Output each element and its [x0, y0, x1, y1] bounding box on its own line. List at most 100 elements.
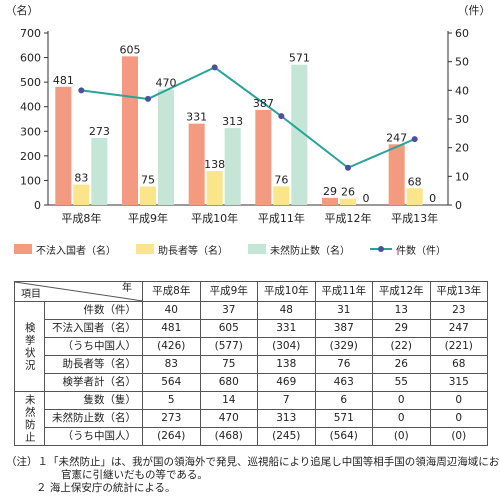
table-cell: 331	[257, 319, 316, 338]
line-point-cases	[211, 64, 218, 71]
data-label-illegal-entrants: 481	[53, 74, 74, 87]
right-tick-label: 0	[455, 199, 462, 212]
table-cell: 0	[372, 391, 431, 410]
header-year-1: 平成9年	[199, 281, 258, 302]
line-cases	[81, 66, 416, 169]
chart-axes: 0 100 200 300 400 500 600 700 0 10 20 30 40 50 60 （名） （件…	[6, 3, 491, 225]
header-year-0: 平成8年	[142, 281, 201, 302]
bar-prevented	[291, 64, 308, 205]
left-tick-label: 100	[20, 174, 41, 187]
table-cell: (564)	[314, 427, 373, 446]
left-tick-label: 400	[20, 101, 41, 114]
data-table: 年 項目 平成8年 平成9年 平成10年 平成11年 平成12年 平成13年 検…	[14, 281, 488, 446]
data-label-prevented: 0	[429, 192, 436, 205]
right-tick-label: 40	[455, 84, 469, 97]
legend-label-illegal-entrants: 不法入国者（名）	[36, 245, 116, 257]
left-tick-label: 700	[20, 27, 41, 40]
table-cell: 75	[199, 355, 258, 374]
table-cell: 313	[257, 409, 316, 428]
table-cell: 31	[314, 301, 373, 320]
row-label: 隻数（隻）	[44, 391, 143, 410]
left-tick-label: 200	[20, 150, 41, 163]
table-cell: 605	[199, 319, 258, 338]
table-cell: 247	[429, 319, 488, 338]
bar-illegal-entrants	[255, 109, 272, 205]
bar-accomplices	[140, 186, 156, 205]
table-cell: (577)	[199, 337, 258, 356]
x-tick-label: 平成8年	[61, 211, 101, 225]
table-cell: (22)	[372, 337, 431, 356]
data-label-accomplices: 68	[408, 175, 422, 188]
table-cell: (221)	[429, 337, 488, 356]
right-axis-unit: （件）	[458, 4, 491, 17]
chart-legend: 不法入国者（名） 助長者等（名） 未然防止数（名） 件数（件）	[14, 242, 486, 257]
table-cell: (468)	[199, 427, 258, 446]
table-cell: (0)	[372, 427, 431, 446]
table-cell: 29	[372, 319, 431, 338]
bar-illegal-entrants	[55, 86, 72, 205]
table-cell: 138	[257, 355, 316, 374]
header-year-2: 平成10年	[257, 281, 316, 302]
table-cell: 0	[429, 391, 488, 410]
table-cell: (426)	[142, 337, 201, 356]
table-row: （うち中国人） (264) (468) (245) (564) (0) (0)	[15, 427, 488, 446]
data-label-prevented: 273	[89, 125, 110, 138]
legend-swatch-accomplices	[136, 244, 154, 254]
x-tick-label: 平成10年	[191, 211, 238, 225]
table-cell: 469	[257, 373, 316, 392]
bar-prevented	[91, 137, 108, 205]
bar-illegal-entrants	[388, 144, 405, 205]
right-tick-label: 10	[455, 170, 469, 183]
table-cell: 5	[142, 391, 201, 410]
row-label: 未然防止数（名）	[44, 409, 143, 428]
header-item-label: 項目	[21, 289, 41, 300]
table-cell: 0	[372, 409, 431, 428]
note-line-3: ２ 海上保安庁の統計による。	[36, 482, 176, 494]
row-label: 不法入国者（名）	[44, 319, 143, 338]
data-label-prevented: 470	[156, 77, 177, 90]
data-label-prevented: 0	[363, 192, 370, 205]
note-line-2: 官憲に引継いだもの等である。	[61, 469, 208, 481]
line-point-cases	[145, 95, 151, 102]
bar-illegal-entrants	[188, 123, 205, 205]
header-year-label: 年	[122, 283, 132, 294]
x-tick-label: 平成11年	[258, 211, 305, 225]
line-point-cases	[278, 113, 285, 120]
footnotes: （注）１「未然防止」は、我が国の領海外で発見、巡視船により追尾し中国等相手国の領…	[6, 456, 500, 495]
table-cell: 387	[314, 319, 373, 338]
right-tick-label: 50	[455, 56, 469, 69]
table-cell: 0	[429, 409, 488, 428]
table-header-row: 年 項目 平成8年 平成9年 平成10年 平成11年 平成12年 平成13年	[14, 281, 488, 302]
right-tick-label: 30	[455, 113, 469, 126]
note-line-1: （注）１「未然防止」は、我が国の領海外で発見、巡視船により追尾し中国等相手国の領…	[6, 456, 500, 468]
table-cell: 26	[372, 355, 431, 374]
x-tick-label: 平成13年	[391, 211, 438, 225]
chart-line	[78, 64, 418, 171]
line-point-cases	[411, 136, 418, 143]
data-label-accomplices: 75	[141, 174, 155, 187]
table-cell: 470	[199, 409, 258, 428]
bar-accomplices	[273, 186, 290, 205]
data-label-illegal-entrants: 29	[323, 185, 337, 198]
data-label-prevented: 571	[289, 52, 310, 65]
legend-item-prevented: 未然防止数（名）	[248, 242, 350, 257]
table-row: （うち中国人） (426) (577) (304) (329) (22) (221)	[15, 337, 488, 356]
right-tick-label: 60	[455, 27, 469, 40]
combo-chart: 0 100 200 300 400 500 600 700 0 10 20 30 40 50 60 （名） （件…	[6, 3, 491, 225]
data-label-accomplices: 26	[341, 186, 355, 199]
row-label: 助長者等（名）	[44, 355, 143, 374]
table-row: 未然防止数（名） 273 470 313 571 0 0	[15, 409, 488, 428]
left-tick-label: 600	[20, 52, 41, 65]
legend-label-prevented: 未然防止数（名）	[270, 245, 350, 257]
row-label: 件数（件）	[44, 301, 143, 320]
data-label-accomplices: 83	[74, 172, 88, 185]
table-cell: 463	[314, 373, 373, 392]
data-label-accomplices: 138	[204, 158, 225, 171]
bar-accomplices	[73, 184, 90, 205]
right-tick-label: 20	[455, 142, 469, 155]
data-label-illegal-entrants: 247	[386, 131, 407, 144]
table-row: 検挙状況 件数（件） 40 37 48 31 13 23	[14, 301, 488, 392]
group-label-enforcement: 検挙状況	[14, 301, 45, 392]
legend-swatch-illegal-entrants	[14, 244, 32, 254]
table-cell: 55	[372, 373, 431, 392]
